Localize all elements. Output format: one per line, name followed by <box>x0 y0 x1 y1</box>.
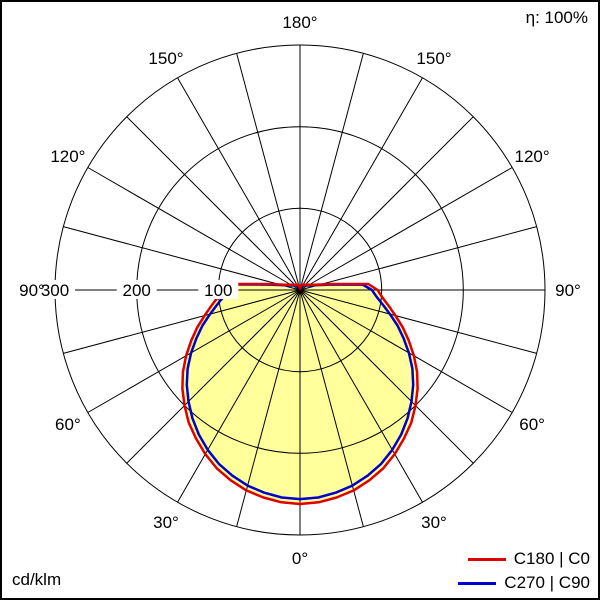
radial-tick-label: 200 <box>123 281 151 300</box>
grid-spoke <box>299 289 537 354</box>
radial-tick-label-bg <box>116 280 157 299</box>
efficiency-label: η: 100% <box>525 8 588 27</box>
grid-spoke <box>299 53 364 291</box>
grid-spoke <box>177 289 301 503</box>
grid-spoke <box>236 53 301 291</box>
radial-tick-label-bg <box>35 280 75 299</box>
grid-spoke <box>299 226 537 291</box>
legend-item-c270-c90: C270 | C90 <box>458 572 590 594</box>
grid-spoke <box>299 116 474 291</box>
angle-label: 60° <box>519 415 545 434</box>
legend-item-c180-c0: C180 | C0 <box>458 548 590 570</box>
units-label: cd/klm <box>12 570 62 589</box>
legend-line-c180-c0 <box>467 557 506 561</box>
grid-spoke <box>126 289 301 464</box>
grid-spoke <box>299 289 423 503</box>
grid-spoke <box>299 289 513 413</box>
grid-spoke <box>299 77 423 291</box>
grid-spoke <box>126 116 301 291</box>
curve-c0-c180 <box>181 282 419 506</box>
grid-spoke <box>299 289 364 527</box>
radial-tick-label-bg <box>198 280 239 299</box>
angle-label: 120° <box>50 147 85 166</box>
grid-spoke <box>236 289 301 527</box>
legend-label-c270-c90: C270 | C90 <box>504 573 590 592</box>
grid-spoke <box>177 77 301 291</box>
radial-tick-label: 300 <box>41 281 69 300</box>
angle-label: 150° <box>148 49 183 68</box>
legend-label-c180-c0: C180 | C0 <box>513 549 590 568</box>
angle-label: 60° <box>55 415 81 434</box>
angle-label: 120° <box>515 147 550 166</box>
angle-label: 30° <box>421 513 447 532</box>
legend-line-c270-c90 <box>458 581 497 585</box>
grid-spoke <box>299 289 474 464</box>
grid-spoke <box>63 289 301 354</box>
angle-label: 30° <box>153 513 179 532</box>
angle-label: 90° <box>19 281 45 300</box>
grid-spoke <box>87 289 301 413</box>
grid-spoke <box>63 226 301 291</box>
radial-tick-label: 100 <box>204 281 232 300</box>
grid-spoke <box>299 167 513 291</box>
angle-label: 90° <box>555 281 581 300</box>
angle-label: 180° <box>282 13 317 32</box>
grid-spoke <box>87 167 301 291</box>
angle-label: 0° <box>292 549 308 568</box>
angle-label: 150° <box>416 49 451 68</box>
legend: C180 | C0 C270 | C90 <box>458 548 590 594</box>
